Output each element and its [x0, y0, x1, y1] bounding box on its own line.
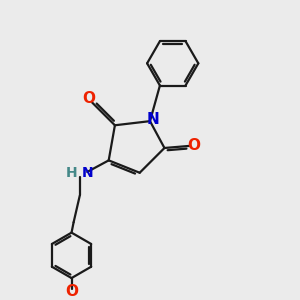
Text: N: N	[82, 166, 94, 180]
Text: N: N	[147, 112, 160, 128]
Text: O: O	[82, 91, 95, 106]
Text: H: H	[65, 166, 77, 180]
Text: O: O	[187, 138, 200, 153]
Text: O: O	[65, 284, 78, 299]
